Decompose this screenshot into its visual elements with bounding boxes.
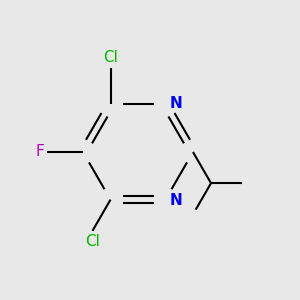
Text: N: N bbox=[169, 96, 182, 111]
Text: N: N bbox=[169, 193, 182, 208]
Text: F: F bbox=[35, 145, 44, 160]
Text: Cl: Cl bbox=[85, 234, 100, 249]
Text: Cl: Cl bbox=[103, 50, 118, 65]
